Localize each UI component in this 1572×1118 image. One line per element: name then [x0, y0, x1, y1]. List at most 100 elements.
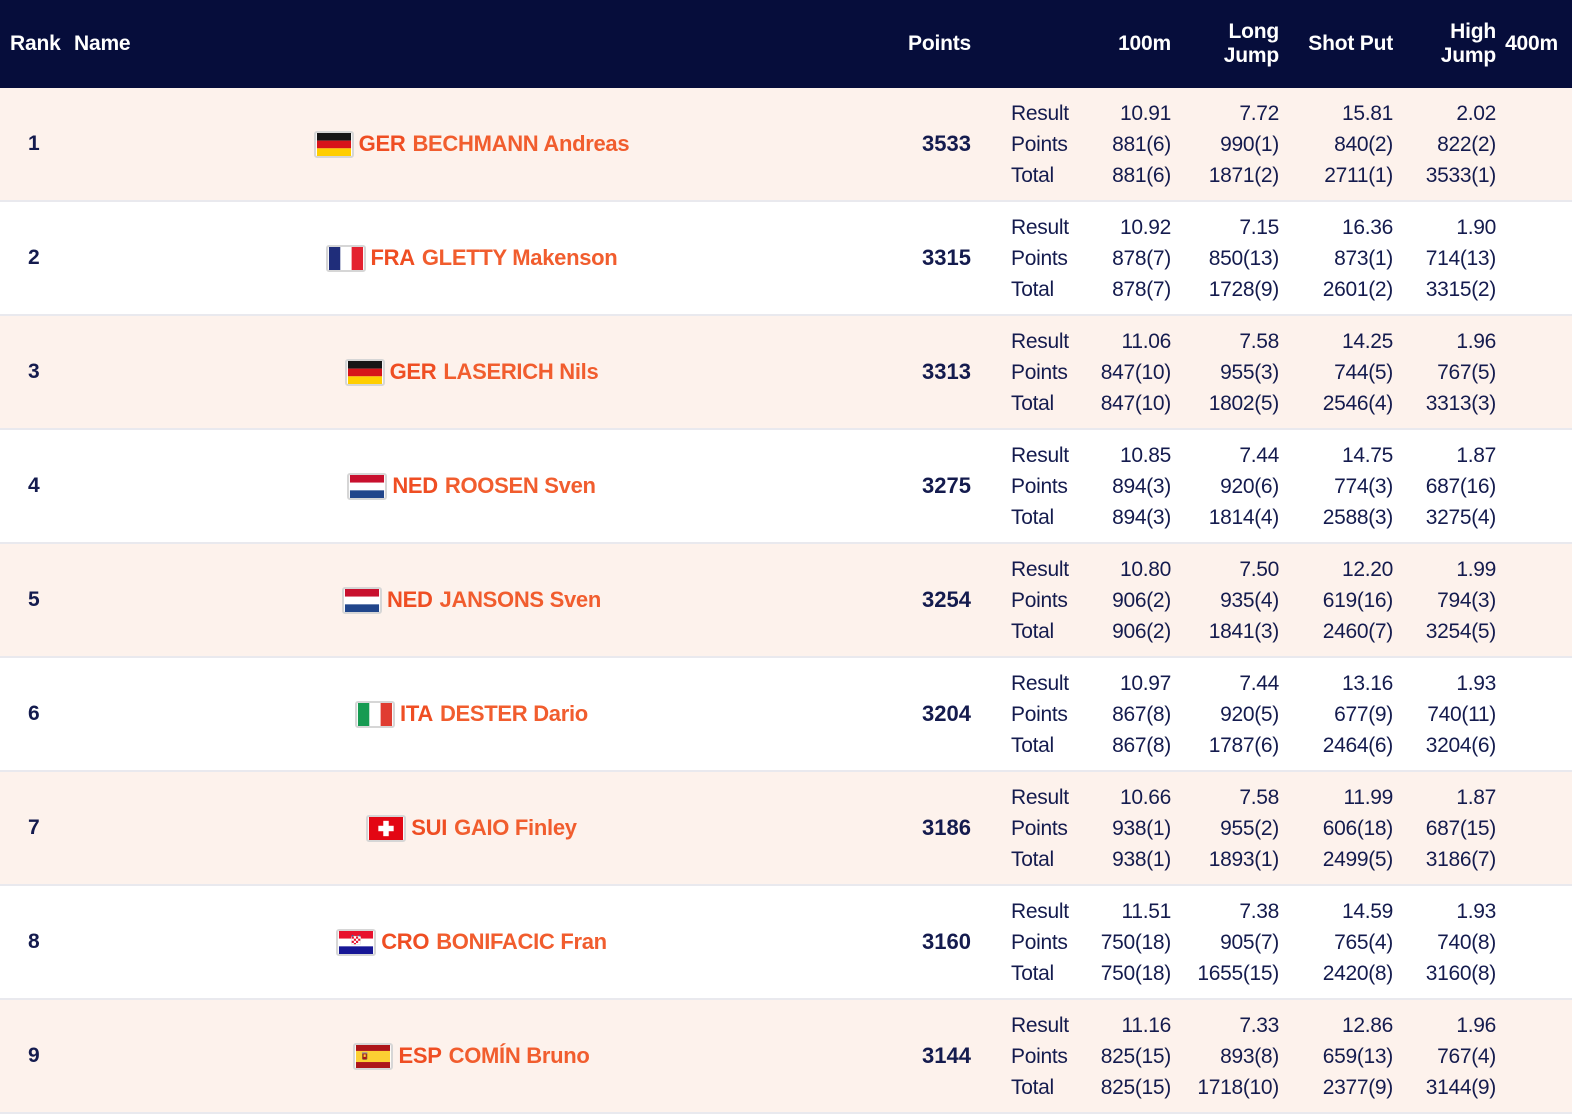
label-points: Points — [1011, 702, 1068, 726]
athlete-row[interactable]: 3 GER LASERICH Nils 3313 Result Points T… — [0, 316, 1572, 430]
label-result: Result — [1011, 443, 1069, 467]
label-result: Result — [1011, 1013, 1069, 1037]
total-100m: 894(3) — [1112, 505, 1171, 529]
total-long-jump: 1787(6) — [1208, 733, 1280, 757]
label-result: Result — [1011, 215, 1069, 239]
event-shot-put: 11.99 606(18) 2499(5) — [1279, 772, 1394, 884]
athlete-row[interactable]: 9 ESP COMÍN Bruno 3144 Result Points Tot… — [0, 1000, 1572, 1114]
points-high-jump: 740(11) — [1427, 702, 1496, 726]
event-long-jump: 7.58 955(3) 1802(5) — [1171, 316, 1280, 428]
athlete-name[interactable]: BONIFACIC Fran — [436, 929, 607, 954]
event-long-jump: 7.15 850(13) 1728(9) — [1171, 202, 1280, 314]
athlete-name[interactable]: LASERICH Nils — [443, 359, 599, 384]
row-labels: Result Points Total — [971, 316, 1087, 428]
country-code: NED — [392, 473, 438, 498]
event-100m: 10.91 881(6) 881(6) — [1087, 88, 1171, 200]
athlete-name[interactable]: ROOSEN Sven — [444, 473, 596, 498]
event-100m: 10.97 867(8) 867(8) — [1087, 658, 1171, 770]
athlete-name[interactable]: BECHMANN Andreas — [412, 131, 630, 156]
col-header-long-jump-label: Long Jump — [1223, 20, 1279, 67]
label-points: Points — [1011, 360, 1068, 384]
athlete-name[interactable]: COMÍN Bruno — [448, 1043, 590, 1068]
event-400m — [1496, 772, 1558, 884]
event-400m — [1496, 658, 1558, 770]
event-shot-put: 15.81 840(2) 2711(1) — [1279, 88, 1393, 200]
total-shot-put: 2377(9) — [1322, 1075, 1394, 1099]
label-points: Points — [1011, 930, 1068, 954]
total-100m: 750(18) — [1100, 961, 1172, 985]
total-points: 3204 — [922, 701, 971, 726]
total-high-jump: 3160(8) — [1425, 961, 1497, 985]
rank-number: 7 — [28, 816, 40, 839]
row-labels: Result Points Total — [971, 772, 1087, 884]
result-100m: 11.06 — [1121, 329, 1172, 353]
label-result: Result — [1011, 329, 1069, 353]
athlete-name[interactable]: JANSONS Sven — [439, 587, 602, 612]
row-labels: Result Points Total — [971, 886, 1087, 998]
athlete-name[interactable]: DESTER Dario — [439, 701, 588, 726]
event-long-jump: 7.38 905(7) 1655(15) — [1171, 886, 1279, 998]
athlete-name[interactable]: GAIO Finley — [454, 815, 577, 840]
col-header-high-jump-label: High Jump — [1440, 20, 1496, 67]
flag-ned-icon — [341, 586, 382, 614]
total-long-jump: 1728(9) — [1208, 277, 1280, 301]
points-shot-put: 659(13) — [1322, 1044, 1394, 1068]
result-shot-put: 14.75 — [1341, 443, 1393, 467]
event-shot-put: 14.75 774(3) 2588(3) — [1279, 430, 1394, 542]
country-code: NED — [386, 587, 433, 612]
label-result: Result — [1011, 671, 1069, 695]
label-points: Points — [1011, 588, 1068, 612]
label-total: Total — [1011, 505, 1054, 529]
total-points: 3144 — [922, 1043, 971, 1068]
event-100m: 10.80 906(2) 906(2) — [1087, 544, 1171, 656]
event-100m: 11.51 750(18) 750(18) — [1087, 886, 1172, 998]
event-400m — [1496, 886, 1558, 998]
event-high-jump: 1.96 767(5) 3313(3) — [1393, 316, 1497, 428]
points-high-jump: 687(15) — [1425, 816, 1497, 840]
event-high-jump: 1.87 687(15) 3186(7) — [1393, 772, 1497, 884]
athlete-row[interactable]: 2 FRA GLETTY Makenson 3315 Result Points… — [0, 202, 1572, 316]
event-high-jump: 1.96 767(4) 3144(9) — [1393, 1000, 1497, 1112]
col-header-shot-put: Shot Put — [1308, 32, 1393, 55]
label-total: Total — [1011, 733, 1054, 757]
points-long-jump: 935(4) — [1220, 588, 1279, 612]
col-header-points: Points — [908, 32, 971, 55]
result-shot-put: 11.99 — [1343, 785, 1394, 809]
total-shot-put: 2588(3) — [1322, 505, 1394, 529]
athlete-row[interactable]: 4 NED ROOSEN Sven 3275 Result Points Tot… — [0, 430, 1572, 544]
points-100m: 750(18) — [1100, 930, 1172, 954]
points-shot-put: 606(18) — [1322, 816, 1394, 840]
total-points: 3275 — [922, 473, 971, 498]
athlete-name[interactable]: GLETTY Makenson — [421, 245, 618, 270]
event-long-jump: 7.58 955(2) 1893(1) — [1171, 772, 1280, 884]
athlete-row[interactable]: 6 ITA DESTER Dario 3204 Result Points To… — [0, 658, 1572, 772]
result-long-jump: 7.38 — [1239, 899, 1279, 923]
label-points: Points — [1011, 132, 1068, 156]
athlete-row[interactable]: 8 CRO BONIFACIC Fran 3160 Result Points … — [0, 886, 1572, 1000]
row-labels: Result Points Total — [971, 658, 1087, 770]
row-labels: Result Points Total — [971, 1000, 1087, 1112]
country-code: CRO — [381, 929, 430, 954]
athlete-row[interactable]: 1 GER BECHMANN Andreas 3533 Result Point… — [0, 88, 1572, 202]
total-high-jump: 3204(6) — [1425, 733, 1497, 757]
points-shot-put: 840(2) — [1334, 132, 1393, 156]
label-points: Points — [1011, 474, 1068, 498]
total-shot-put: 2601(2) — [1322, 277, 1394, 301]
points-long-jump: 955(3) — [1220, 360, 1279, 384]
col-header-100m: 100m — [1118, 32, 1171, 55]
total-100m: 906(2) — [1112, 619, 1171, 643]
label-total: Total — [1011, 163, 1054, 187]
total-shot-put: 2464(6) — [1322, 733, 1394, 757]
event-100m: 10.66 938(1) 938(1) — [1087, 772, 1171, 884]
points-shot-put: 619(16) — [1322, 588, 1394, 612]
athlete-row[interactable]: 5 NED JANSONS Sven 3254 Result Points To… — [0, 544, 1572, 658]
result-high-jump: 1.99 — [1456, 557, 1496, 581]
points-high-jump: 794(3) — [1437, 588, 1496, 612]
result-high-jump: 1.96 — [1456, 1013, 1496, 1037]
total-points: 3254 — [922, 587, 971, 612]
athlete-row[interactable]: 7 SUI GAIO Finley 3186 Result Points Tot… — [0, 772, 1572, 886]
result-high-jump: 1.96 — [1456, 329, 1496, 353]
rank-number: 2 — [28, 246, 40, 269]
label-total: Total — [1011, 1075, 1054, 1099]
